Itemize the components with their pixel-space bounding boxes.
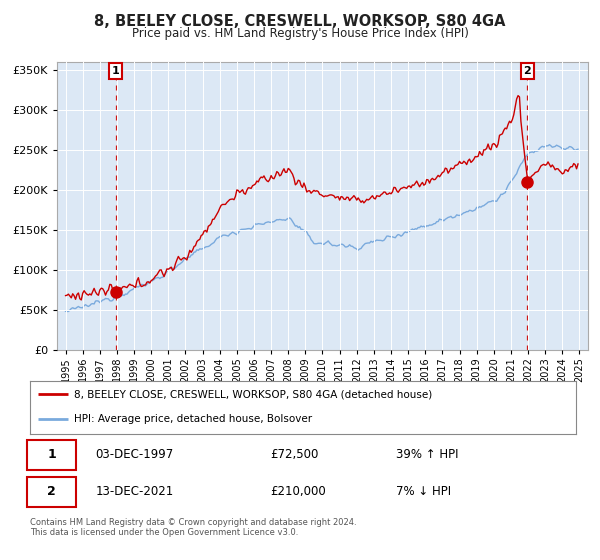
Text: 2: 2 [47, 486, 56, 498]
Text: £72,500: £72,500 [270, 449, 319, 461]
FancyBboxPatch shape [27, 477, 76, 507]
Text: 1: 1 [47, 449, 56, 461]
Text: Price paid vs. HM Land Registry's House Price Index (HPI): Price paid vs. HM Land Registry's House … [131, 27, 469, 40]
Text: £210,000: £210,000 [270, 486, 326, 498]
Text: 03-DEC-1997: 03-DEC-1997 [95, 449, 174, 461]
Text: HPI: Average price, detached house, Bolsover: HPI: Average price, detached house, Bols… [74, 414, 312, 424]
Text: 13-DEC-2021: 13-DEC-2021 [95, 486, 174, 498]
Text: 8, BEELEY CLOSE, CRESWELL, WORKSOP, S80 4GA: 8, BEELEY CLOSE, CRESWELL, WORKSOP, S80 … [94, 14, 506, 29]
Text: 39% ↑ HPI: 39% ↑ HPI [396, 449, 458, 461]
Text: 8, BEELEY CLOSE, CRESWELL, WORKSOP, S80 4GA (detached house): 8, BEELEY CLOSE, CRESWELL, WORKSOP, S80 … [74, 389, 432, 399]
Text: 1: 1 [112, 66, 119, 76]
Text: 7% ↓ HPI: 7% ↓ HPI [396, 486, 451, 498]
Text: 2: 2 [523, 66, 531, 76]
FancyBboxPatch shape [27, 440, 76, 470]
Text: Contains HM Land Registry data © Crown copyright and database right 2024.
This d: Contains HM Land Registry data © Crown c… [30, 518, 356, 538]
